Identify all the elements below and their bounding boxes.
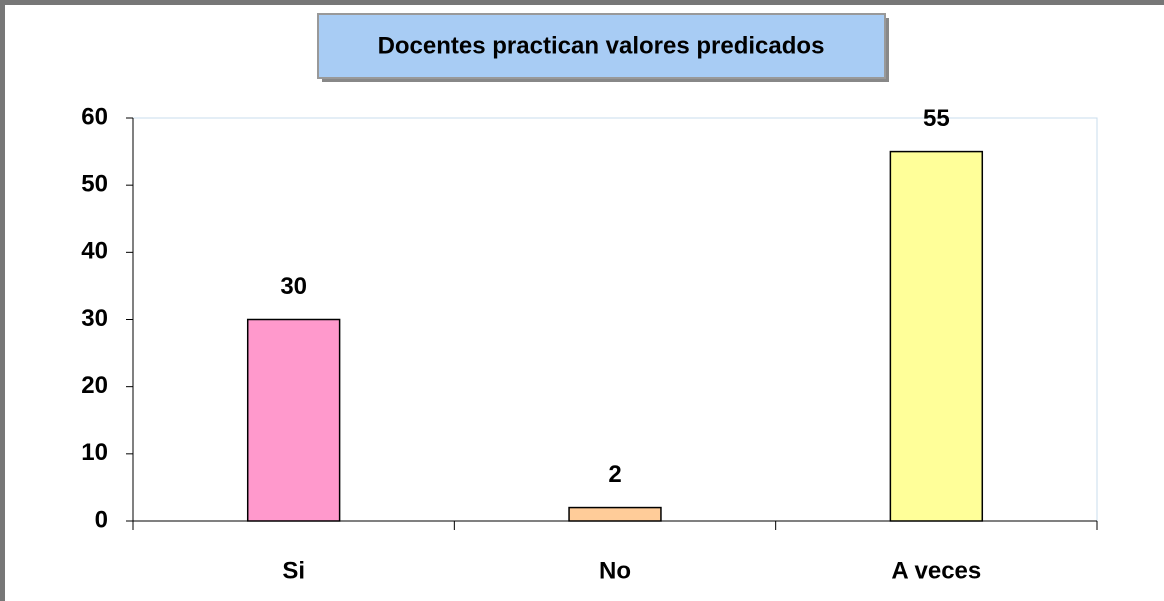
bar: [889, 150, 984, 522]
x-tick-label: A veces: [891, 557, 981, 584]
y-tick-label: 30: [81, 305, 108, 332]
bar: [246, 318, 341, 522]
y-tick-label: 40: [81, 238, 108, 265]
data-label: 30: [280, 273, 307, 300]
bar: [568, 506, 662, 522]
data-label: 55: [923, 105, 950, 132]
frame-left: [0, 0, 5, 601]
chart-title: Docentes practican valores predicados: [378, 32, 825, 59]
data-label: 2: [608, 461, 621, 488]
x-tick-label: No: [599, 557, 631, 584]
frame-top: [0, 0, 1164, 5]
y-tick-label: 10: [81, 439, 108, 466]
y-tick-label: 60: [81, 103, 108, 130]
x-tick-label: Si: [282, 557, 305, 584]
y-tick-label: 0: [95, 506, 108, 533]
y-tick-label: 50: [81, 171, 108, 198]
title-box: [317, 13, 886, 79]
y-tick-label: 20: [81, 372, 108, 399]
